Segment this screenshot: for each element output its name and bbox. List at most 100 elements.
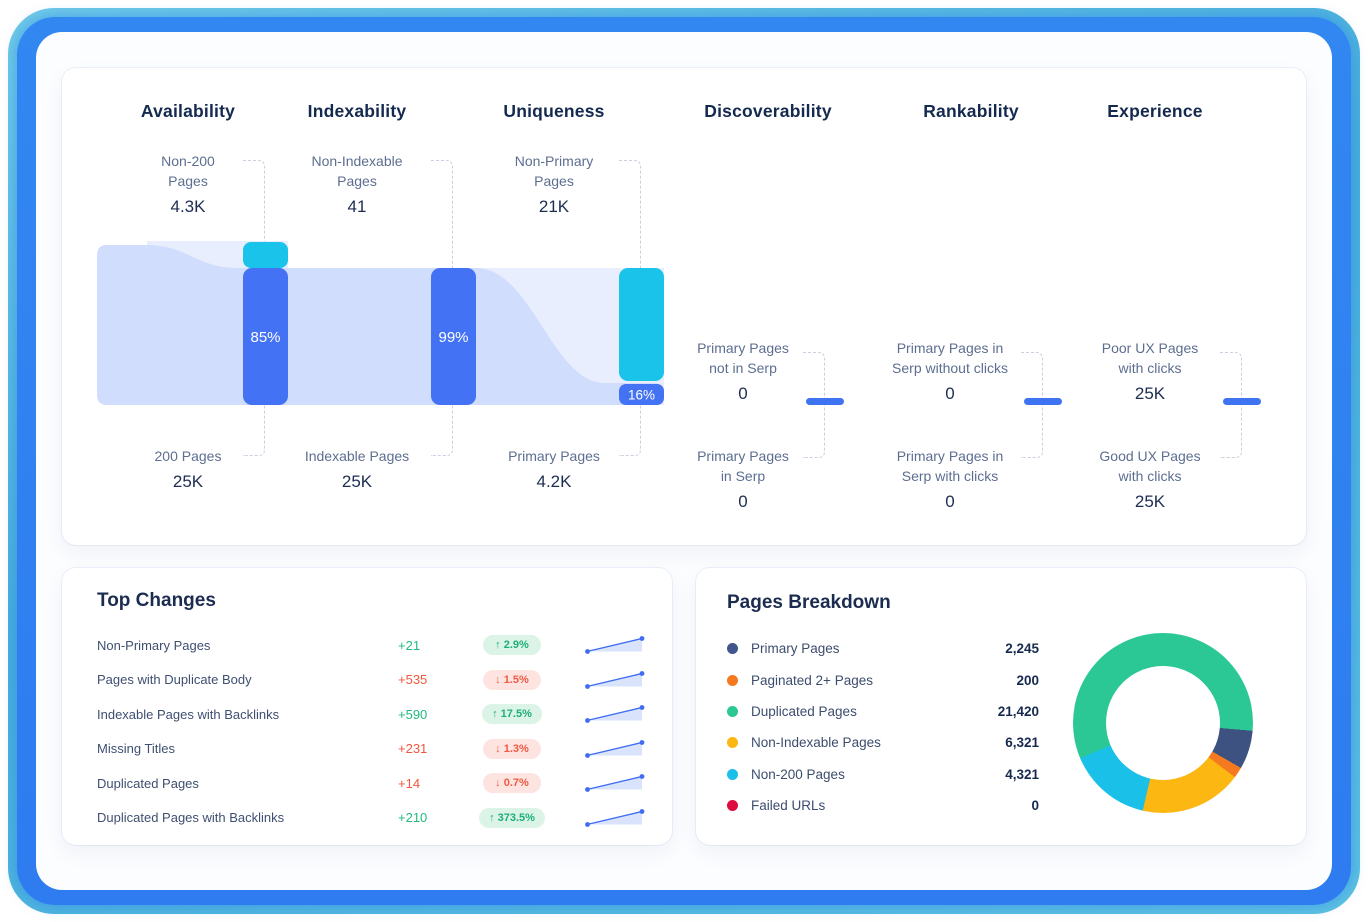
connector-discoverability — [803, 352, 825, 458]
percent-change-badge: ↑ 373.5% — [479, 807, 545, 828]
uniqueness-filtered-value: 21K — [538, 197, 570, 216]
trend-sparkline[interactable] — [584, 806, 646, 830]
pages-breakdown-legend: Primary Pages 2,245 Paginated 2+ Pages 2… — [727, 633, 1039, 821]
legend-value: 4,321 — [1005, 766, 1039, 782]
legend-item[interactable]: Paginated 2+ Pages 200 — [727, 664, 1039, 695]
percent-change-value: 1.5% — [503, 673, 529, 686]
metric-delta: +535 — [398, 672, 428, 688]
rankability-flow-marker — [1024, 398, 1062, 405]
uniqueness-passed-value: 4.2K — [536, 472, 572, 491]
top-changes-row[interactable]: Indexable Pages with Backlinks +590 ↑ 17… — [97, 697, 646, 732]
experience-top-value: 25K — [1134, 384, 1166, 403]
percent-change-value: 373.5% — [497, 811, 535, 824]
trend-sparkline[interactable] — [584, 702, 646, 726]
metric-delta: +231 — [398, 741, 428, 757]
percent-change-badge: ↓ 1.5% — [483, 669, 541, 690]
percent-change-badge: ↓ 1.3% — [483, 738, 541, 759]
trend-sparkline[interactable] — [584, 737, 646, 761]
rankability-bottom-label: Primary Pages in Serp with clicks 0 — [850, 446, 1050, 513]
funnel-flow-chart: 85% 99% 16% — [97, 241, 664, 405]
percent-change-badge: ↑ 2.9% — [483, 635, 541, 656]
indexability-passed-label: Indexable Pages 25K — [257, 446, 457, 493]
top-changes-title: Top Changes — [97, 590, 216, 611]
pages-breakdown-card: Pages Breakdown Primary Pages 2,245 Pagi… — [696, 568, 1306, 845]
uniqueness-passed-label: Primary Pages 4.2K — [454, 446, 654, 493]
availability-pass-bar[interactable] — [243, 268, 288, 405]
percent-change-badge: ↑ 17.5% — [482, 704, 542, 725]
legend-label: Paginated 2+ Pages — [751, 672, 873, 688]
top-changes-row[interactable]: Pages with Duplicate Body +535 ↓ 1.5% — [97, 663, 646, 698]
legend-value: 21,420 — [997, 703, 1039, 719]
pages-breakdown-title: Pages Breakdown — [727, 592, 891, 613]
discoverability-flow-marker — [806, 398, 844, 405]
column-header-discoverability: Discoverability — [704, 101, 832, 121]
metric-delta: +14 — [398, 775, 421, 791]
availability-passed-label: 200 Pages 25K — [88, 446, 288, 493]
top-changes-row[interactable]: Duplicated Pages with Backlinks +210 ↑ 3… — [97, 801, 646, 836]
percent-change-value: 0.7% — [503, 777, 529, 790]
legend-color-dot-icon — [727, 768, 738, 780]
availability-passed-value: 25K — [172, 472, 204, 491]
availability-filtered-label: Non-200 Pages 4.3K — [88, 151, 288, 218]
indexability-pass-percent: 99% — [438, 329, 468, 346]
percent-change-badge: ↓ 0.7% — [483, 773, 541, 794]
legend-item[interactable]: Duplicated Pages 21,420 — [727, 696, 1039, 727]
trend-arrow-icon: ↓ — [495, 777, 504, 790]
top-changes-row[interactable]: Duplicated Pages +14 ↓ 0.7% — [97, 766, 646, 801]
trend-arrow-icon: ↓ — [495, 673, 504, 686]
metric-label: Missing Titles — [97, 741, 176, 757]
legend-item[interactable]: Failed URLs 0 — [727, 790, 1039, 821]
discoverability-bottom-value: 0 — [738, 492, 748, 511]
uniqueness-nonprimary-bar[interactable] — [619, 268, 664, 381]
legend-value: 2,245 — [1005, 641, 1039, 657]
top-changes-row[interactable]: Missing Titles +231 ↓ 1.3% — [97, 732, 646, 767]
legend-value: 6,321 — [1005, 735, 1039, 751]
legend-item[interactable]: Primary Pages 2,245 — [727, 633, 1039, 664]
trend-sparkline[interactable] — [584, 668, 646, 692]
legend-label: Failed URLs — [751, 798, 826, 814]
legend-label: Duplicated Pages — [751, 703, 857, 719]
trend-arrow-icon: ↓ — [495, 742, 504, 755]
discoverability-top-value: 0 — [738, 384, 748, 403]
pages-flow-area — [97, 245, 664, 405]
uniqueness-pass-percent: 16% — [628, 388, 655, 403]
trend-arrow-icon: ↑ — [489, 811, 498, 824]
experience-flow-marker — [1223, 398, 1261, 405]
metric-delta: +21 — [398, 637, 421, 653]
metric-label: Non-Primary Pages — [97, 637, 211, 653]
rankability-top-label: Primary Pages in Serp without clicks 0 — [850, 338, 1050, 405]
trend-sparkline[interactable] — [584, 771, 646, 795]
availability-filtered-value: 4.3K — [170, 197, 206, 216]
indexability-filtered-label: Non-Indexable Pages 41 — [257, 151, 457, 218]
metric-delta: +590 — [398, 706, 428, 722]
availability-non200-bar[interactable] — [243, 242, 288, 268]
metric-label: Duplicated Pages — [97, 775, 199, 791]
percent-change-value: 17.5% — [500, 708, 532, 721]
column-header-indexability: Indexability — [307, 101, 407, 121]
indexability-pass-bar[interactable] — [431, 268, 476, 405]
uniqueness-filtered-label: Non-Primary Pages 21K — [454, 151, 654, 218]
metric-delta: +210 — [398, 810, 428, 826]
pages-breakdown-donut-chart[interactable] — [1073, 633, 1253, 813]
column-header-availability: Availability — [140, 101, 236, 121]
legend-item[interactable]: Non-Indexable Pages 6,321 — [727, 727, 1039, 758]
legend-color-dot-icon — [727, 705, 738, 717]
legend-color-dot-icon — [727, 800, 738, 812]
top-changes-table: Non-Primary Pages +21 ↑ 2.9% — [97, 628, 646, 835]
legend-color-dot-icon — [727, 643, 738, 655]
uniqueness-pass-bar[interactable] — [619, 384, 664, 405]
legend-label: Non-200 Pages — [751, 766, 845, 782]
top-changes-row[interactable]: Non-Primary Pages +21 ↑ 2.9% — [97, 628, 646, 663]
indexability-passed-value: 25K — [341, 472, 373, 491]
legend-item[interactable]: Non-200 Pages 4,321 — [727, 759, 1039, 790]
percent-change-value: 1.3% — [503, 742, 529, 755]
legend-label: Primary Pages — [751, 641, 840, 657]
metric-label: Duplicated Pages with Backlinks — [97, 810, 285, 826]
metric-label: Indexable Pages with Backlinks — [97, 706, 280, 722]
legend-value: 0 — [1031, 798, 1039, 814]
trend-sparkline[interactable] — [584, 633, 646, 657]
trend-arrow-icon: ↑ — [492, 708, 501, 721]
column-header-rankability: Rankability — [923, 101, 1019, 121]
experience-bottom-label: Good UX Pages with clicks 25K — [1050, 446, 1250, 513]
